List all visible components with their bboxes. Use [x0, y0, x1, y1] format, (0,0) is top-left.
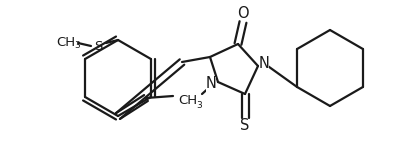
Text: 3: 3	[74, 42, 80, 51]
Text: S: S	[94, 40, 102, 54]
Text: CH: CH	[57, 36, 76, 49]
Text: N: N	[259, 57, 269, 72]
Text: S: S	[240, 118, 250, 134]
Text: 3: 3	[196, 100, 202, 109]
Text: CH: CH	[178, 94, 197, 106]
Text: O: O	[237, 6, 249, 21]
Text: N: N	[205, 76, 217, 91]
